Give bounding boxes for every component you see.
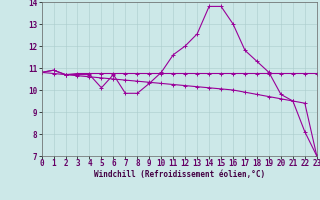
X-axis label: Windchill (Refroidissement éolien,°C): Windchill (Refroidissement éolien,°C)	[94, 170, 265, 179]
